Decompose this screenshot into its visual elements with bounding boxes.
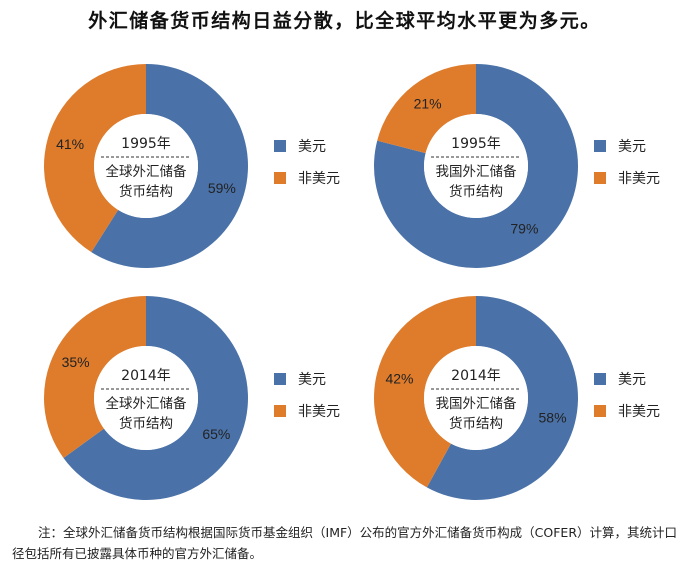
legend-label-usd: 美元 (298, 139, 326, 155)
slice-label-usd: 79% (510, 220, 538, 236)
legend-label-usd: 美元 (298, 372, 326, 388)
legend-swatch-usd (594, 140, 606, 152)
donut-slice-usd (374, 64, 578, 268)
legend: 美元 非美元 (594, 133, 660, 197)
donut-slice-non-usd (44, 64, 146, 253)
legend-label-usd: 美元 (618, 139, 646, 155)
slice-label-non-usd: 21% (414, 96, 442, 112)
center-year: 2014年 (451, 368, 501, 384)
donut-panel-2: 79% 21% 1995年我国外汇储备 货币结构 美元 非美元 (338, 38, 678, 293)
legend-swatch-non-usd (274, 172, 286, 184)
donut-panel-1: 59% 41% 1995年全球外汇储备 货币结构 美元 非美元 (8, 38, 348, 293)
center-year: 1995年 (451, 136, 501, 152)
donut-panel-3: 65% 35% 2014年全球外汇储备 货币结构 美元 非美元 (8, 270, 348, 525)
chart-title: 外汇储备货币结构日益分散，比全球平均水平更为多元。 (88, 10, 601, 32)
legend-swatch-non-usd (594, 405, 606, 417)
center-label-line2: 货币结构 (119, 183, 173, 200)
legend-item-usd: 美元 (594, 133, 660, 159)
donut-slice-non-usd (43, 296, 146, 458)
center-label-line1: 我国外汇储备 (436, 163, 517, 180)
center-label-line2: 货币结构 (449, 415, 503, 432)
donut-slice-usd (63, 296, 248, 500)
legend: 美元 非美元 (274, 366, 340, 430)
slice-label-non-usd: 35% (62, 354, 90, 370)
slice-label-usd: 59% (208, 180, 236, 196)
slice-label-usd: 58% (539, 410, 567, 426)
donut-hole (424, 346, 528, 450)
donut-hole (424, 114, 528, 218)
legend-swatch-non-usd (274, 405, 286, 417)
donut-slice-non-usd (374, 296, 476, 488)
legend-label-non-usd: 非美元 (618, 171, 660, 187)
legend-item-usd: 美元 (274, 366, 340, 392)
legend-item-non-usd: 非美元 (274, 398, 340, 424)
slice-label-non-usd: 42% (385, 370, 413, 386)
donut-slice-usd (426, 296, 578, 500)
legend-label-non-usd: 非美元 (298, 171, 340, 187)
donut-hole (94, 114, 198, 218)
legend-swatch-usd (274, 140, 286, 152)
slice-label-non-usd: 41% (56, 136, 84, 152)
legend-swatch-non-usd (594, 172, 606, 184)
legend-item-non-usd: 非美元 (594, 398, 660, 424)
legend-item-usd: 美元 (274, 133, 340, 159)
slice-label-usd: 65% (202, 426, 230, 442)
legend-swatch-usd (594, 373, 606, 385)
center-label-line1: 全球外汇储备 (106, 163, 187, 180)
donut-slice-usd (91, 64, 249, 268)
legend-label-usd: 美元 (618, 372, 646, 388)
donut-panel-4: 58% 42% 2014年我国外汇储备 货币结构 美元 非美元 (338, 270, 678, 525)
legend-item-non-usd: 非美元 (274, 165, 340, 191)
legend-item-non-usd: 非美元 (594, 165, 660, 191)
center-label-line1: 全球外汇储备 (106, 395, 187, 412)
legend-label-non-usd: 非美元 (298, 404, 340, 420)
legend-swatch-usd (274, 373, 286, 385)
legend-item-usd: 美元 (594, 366, 660, 392)
center-label-line2: 货币结构 (119, 415, 173, 432)
donut-hole (94, 346, 198, 450)
center-year: 2014年 (121, 368, 171, 384)
legend-label-non-usd: 非美元 (618, 404, 660, 420)
footnote: 注：全球外汇储备货币结构根据国际货币基金组织（IMF）公布的官方外汇储备货币构成… (12, 525, 678, 561)
center-label-line2: 货币结构 (449, 183, 503, 200)
legend: 美元 非美元 (594, 366, 660, 430)
center-label-line1: 我国外汇储备 (436, 395, 517, 412)
legend: 美元 非美元 (274, 133, 340, 197)
donut-slice-non-usd (377, 64, 476, 154)
center-year: 1995年 (121, 136, 171, 152)
